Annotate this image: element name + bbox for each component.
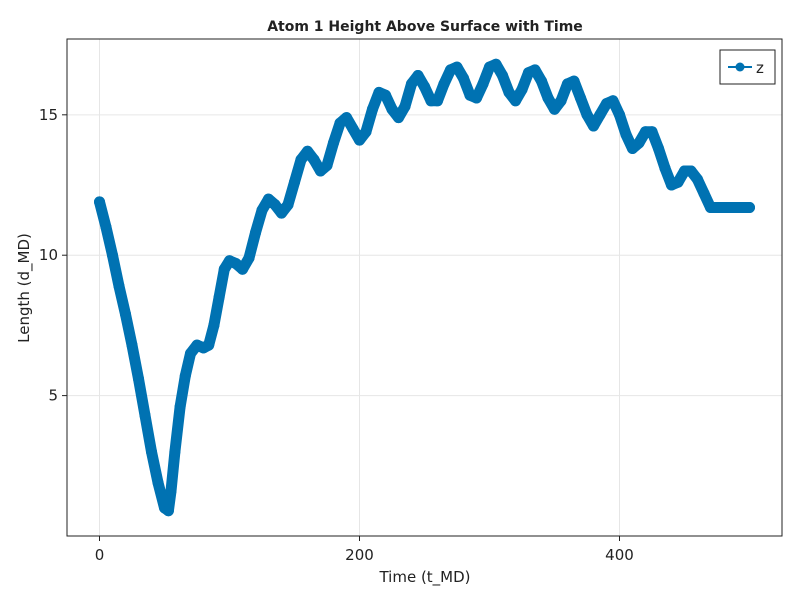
y-tick-label: 5 [48,387,58,405]
data-point [308,154,320,166]
chart-title: Atom 1 Height Above Surface with Time [267,19,583,35]
x-axis-label: Time (t_MD) [378,568,470,587]
data-point [692,173,703,185]
data-point [646,126,658,138]
data-point [256,204,268,216]
legend-label-z: z [756,59,764,77]
data-point [549,103,560,115]
data-point [458,72,469,84]
data-point [529,64,541,76]
series-layer [94,58,755,517]
data-point [174,401,186,413]
data-point [367,103,378,115]
data-point [698,187,710,199]
data-point [302,145,313,157]
data-point [380,89,391,101]
data-point [555,95,567,107]
data-point [438,78,450,90]
data-point [575,92,586,104]
data-point [490,58,502,70]
data-point [633,137,645,149]
data-point [218,263,230,275]
data-point [503,86,515,98]
data-point [672,176,684,188]
data-point [471,92,482,104]
data-point [113,280,125,292]
data-point [354,134,365,146]
data-point [497,70,508,81]
data-point [146,446,157,458]
data-point [203,339,215,351]
legend-marker-swatch [735,62,745,72]
data-point [341,112,352,124]
data-point [542,92,554,104]
data-point [588,120,599,132]
data-point [607,95,619,107]
data-point [744,202,755,213]
data-point [126,339,138,351]
data-point [169,446,181,458]
data-point [295,154,307,166]
data-point [412,70,424,81]
data-point [360,126,372,138]
data-point [94,196,105,208]
data-point [419,81,430,93]
data-point [250,227,261,239]
data-point [477,78,489,90]
data-point [162,505,174,517]
data-point [100,221,112,233]
data-point [653,143,664,154]
data-point [243,252,255,264]
data-point [685,165,697,177]
data-point [536,75,547,87]
data-point [393,112,404,124]
data-point [185,348,196,359]
data-point [406,78,417,90]
x-tick-label: 400 [605,546,634,564]
x-tick-label: 0 [95,546,105,564]
data-point [581,109,593,121]
data-point [451,61,463,73]
legend: z [719,49,776,85]
data-point [594,109,606,121]
data-point [620,129,632,140]
data-point [107,249,118,261]
data-point [347,123,359,135]
y-tick-label: 15 [39,106,58,124]
data-point [120,308,131,320]
data-point [213,291,225,303]
plot-frame [66,38,783,537]
data-point [614,109,625,121]
data-point [269,199,281,211]
data-point [133,373,144,385]
tick-layer: 0 200 400 5 10 15 [39,106,634,564]
data-point [432,95,443,107]
data-point [289,176,300,188]
data-point [139,409,151,421]
data-point [276,207,287,219]
data-point [152,477,164,489]
data-point [659,162,671,174]
data-point [208,319,220,331]
data-point [179,370,191,382]
data-point [328,137,339,149]
y-axis-label: Length (d_MD) [15,233,34,343]
data-point [165,485,177,497]
data-point [282,199,294,211]
data-point [321,159,333,171]
x-tick-label: 200 [345,546,374,564]
data-point [510,95,521,107]
data-point [516,84,528,95]
data-point [386,103,398,115]
data-point [568,75,580,87]
data-point [399,100,411,112]
y-tick-label: 10 [39,246,58,264]
data-point [237,263,248,275]
